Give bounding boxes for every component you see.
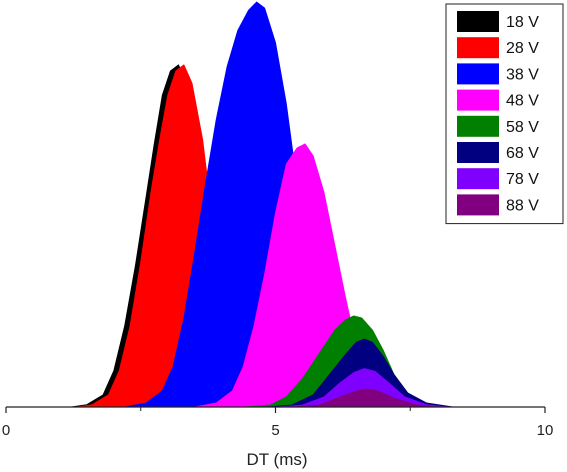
legend-box [445,3,564,225]
legend-swatch-18-v [457,11,499,32]
legend-swatch-78-v [457,168,499,190]
legend-label-48-v: 48 V [506,93,539,110]
legend-swatch-68-v [457,142,499,163]
area-series-78-v [275,368,449,408]
x-axis-title: DT (ms) [246,450,307,469]
x-tick-label: 10 [537,422,554,439]
legend-swatch-48-v [457,89,499,111]
legend-label-18-v: 18 V [506,14,539,31]
x-tick-label: 0 [2,422,10,439]
plot-areas [70,1,454,408]
legend-label-78-v: 78 V [506,171,539,188]
legend-swatch-38-v [457,63,499,85]
legend-swatch-28-v [457,37,499,59]
x-axis: 0 5 10 [2,406,554,439]
legend-swatch-88-v [457,194,499,216]
legend-label-88-v: 88 V [506,197,539,214]
area-series-88-v [291,388,438,408]
legend-label-28-v: 28 V [506,40,539,57]
legend-label-68-v: 68 V [506,145,539,162]
x-tick-label: 5 [271,422,279,439]
legend-label-58-v: 58 V [506,119,539,136]
legend-swatch-58-v [457,115,499,137]
legend: 18 V 28 V 38 V 48 V 58 V 68 V 78 V 88 V [445,3,564,225]
legend-label-38-v: 38 V [506,66,539,83]
